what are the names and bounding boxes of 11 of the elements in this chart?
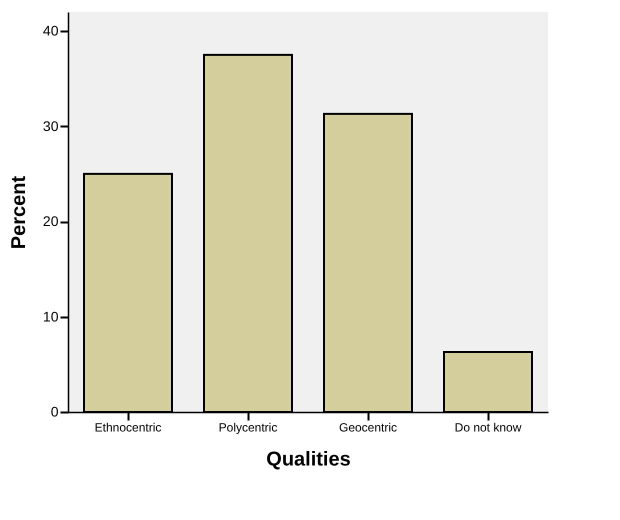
y-tick-label: 10 bbox=[42, 308, 59, 324]
x-tick-label: Polycentric bbox=[218, 420, 278, 434]
x-tick-label: Geocentric bbox=[338, 420, 398, 434]
x-tick-label: Do not know bbox=[454, 420, 522, 434]
x-axis-title: Qualities bbox=[266, 448, 351, 470]
y-tick-label: 0 bbox=[50, 404, 59, 420]
y-tick-label: 30 bbox=[42, 118, 59, 134]
y-axis-title: Percent bbox=[8, 175, 30, 250]
y-tick-label: 40 bbox=[42, 22, 59, 39]
x-tick-label: Ethnocentric bbox=[94, 420, 162, 434]
y-tick-label: 20 bbox=[42, 213, 59, 230]
